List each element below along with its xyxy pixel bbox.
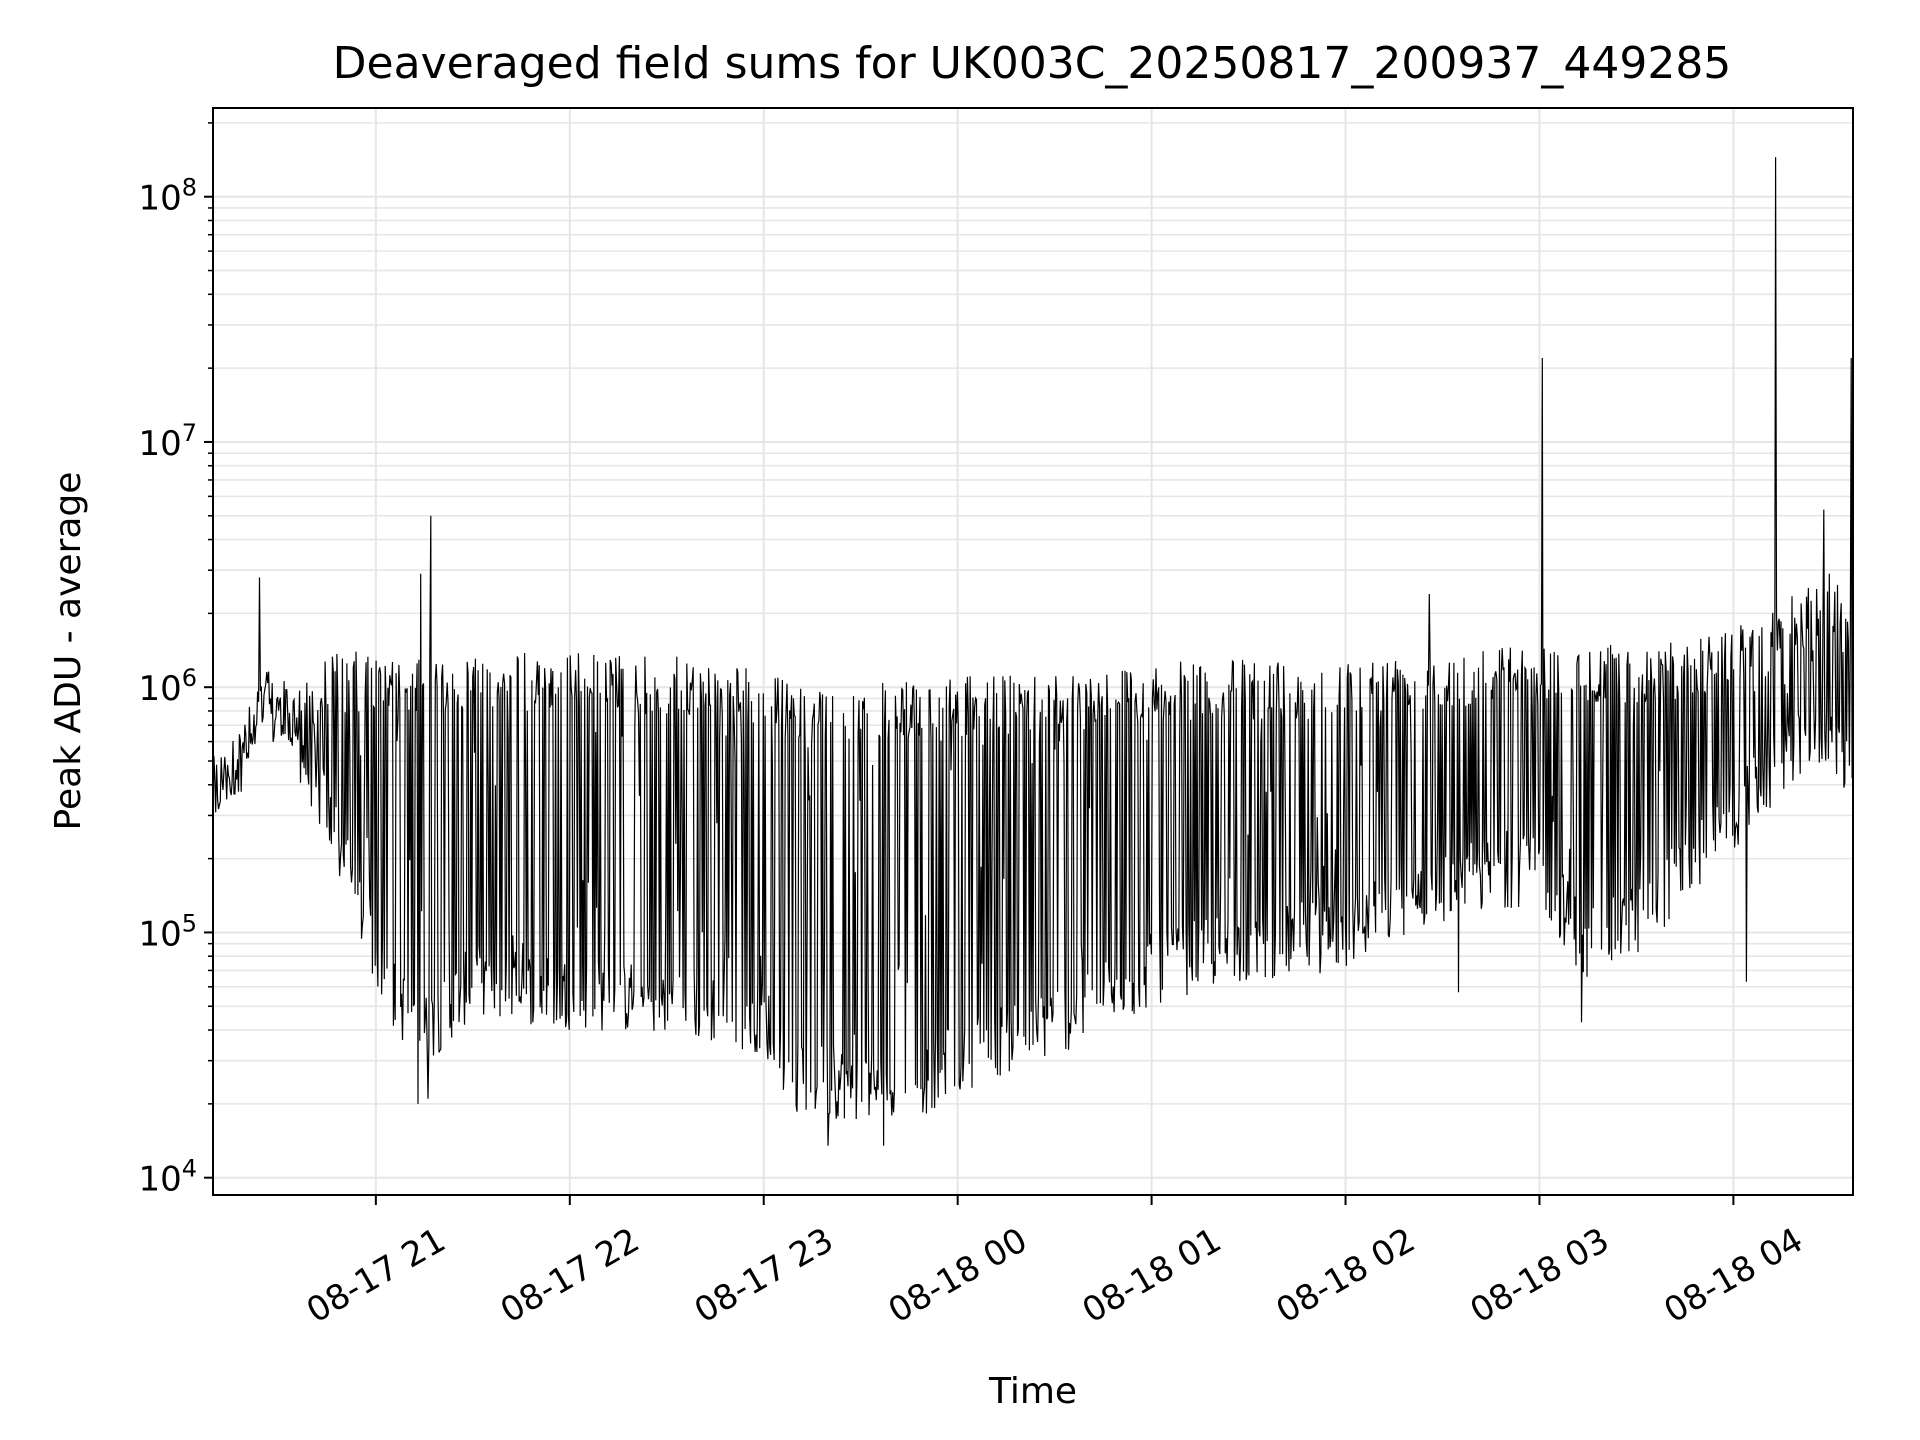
y-tick-label: 107 [138,419,197,464]
y-axis-label: Peak ADU - average [48,472,89,831]
x-tick-label: 08-18 00 [882,1220,1034,1331]
y-tick-label: 105 [138,909,197,954]
x-axis-label: Time [988,1371,1077,1412]
y-tick-label: 108 [138,174,197,219]
series-line [212,157,1854,1146]
x-axis: 08-17 21 08-17 22 08-17 23 08-18 00 08-18 01… [300,1195,1810,1331]
y-tick-label: 106 [138,664,197,709]
chart-title: Deaveraged field sums for UK003C_2025081… [333,38,1732,89]
data-line [212,157,1854,1146]
y-axis: 104 105 106 107 108 [138,122,213,1200]
x-tick-label: 08-17 23 [688,1220,840,1331]
x-tick-label: 08-18 02 [1270,1220,1422,1331]
y-tick-label: 104 [138,1155,197,1200]
x-tick-label: 08-17 21 [300,1220,452,1331]
plot-frame [212,107,1854,1196]
x-tick-label: 08-18 04 [1658,1220,1810,1331]
x-tick-label: 08-17 22 [494,1220,646,1331]
x-tick-label: 08-18 03 [1464,1220,1616,1331]
x-tick-label: 08-18 01 [1076,1220,1228,1331]
